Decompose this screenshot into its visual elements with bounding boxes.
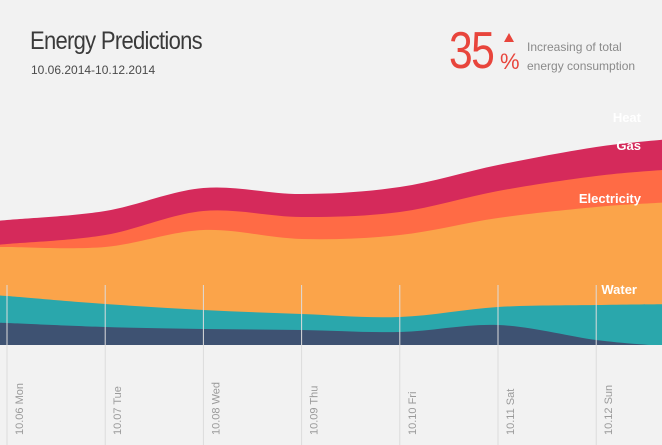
- area-layers: [0, 139, 662, 445]
- x-tick-label: 10.11 Sat: [505, 389, 517, 435]
- kpi-caption: Increasing of total energy consumption: [527, 40, 636, 73]
- area-base-band: [0, 322, 662, 346]
- x-tick-label: 10.09 Thu: [309, 386, 321, 435]
- series-label-gas: Gas: [616, 138, 641, 153]
- trend-up-icon: [504, 33, 514, 42]
- x-tick-label: 10.07 Tue: [112, 386, 124, 435]
- series-label-water: Water: [601, 282, 637, 297]
- series-label-electricity: Electricity: [579, 191, 642, 206]
- x-axis-ticks: 10.06 Mon 10.07 Tue 10.08 Wed 10.09 Thu 10.1…: [14, 382, 615, 435]
- axis-background: [0, 345, 662, 445]
- kpi-value: 35: [449, 22, 495, 80]
- x-tick-label: 10.08 Wed: [210, 382, 222, 435]
- page-title: Energy Predictions: [30, 27, 203, 55]
- x-tick-label: 10.06 Mon: [14, 383, 26, 435]
- series-label-heat: Heat: [613, 110, 642, 125]
- series-labels: Heat Gas Electricity Water: [579, 110, 642, 297]
- x-tick-label: 10.10 Fri: [407, 392, 419, 435]
- x-tick-label: 10.12 Sun: [603, 385, 615, 435]
- date-range: 10.06.2014-10.12.2014: [31, 63, 156, 77]
- kpi-unit: %: [500, 49, 520, 74]
